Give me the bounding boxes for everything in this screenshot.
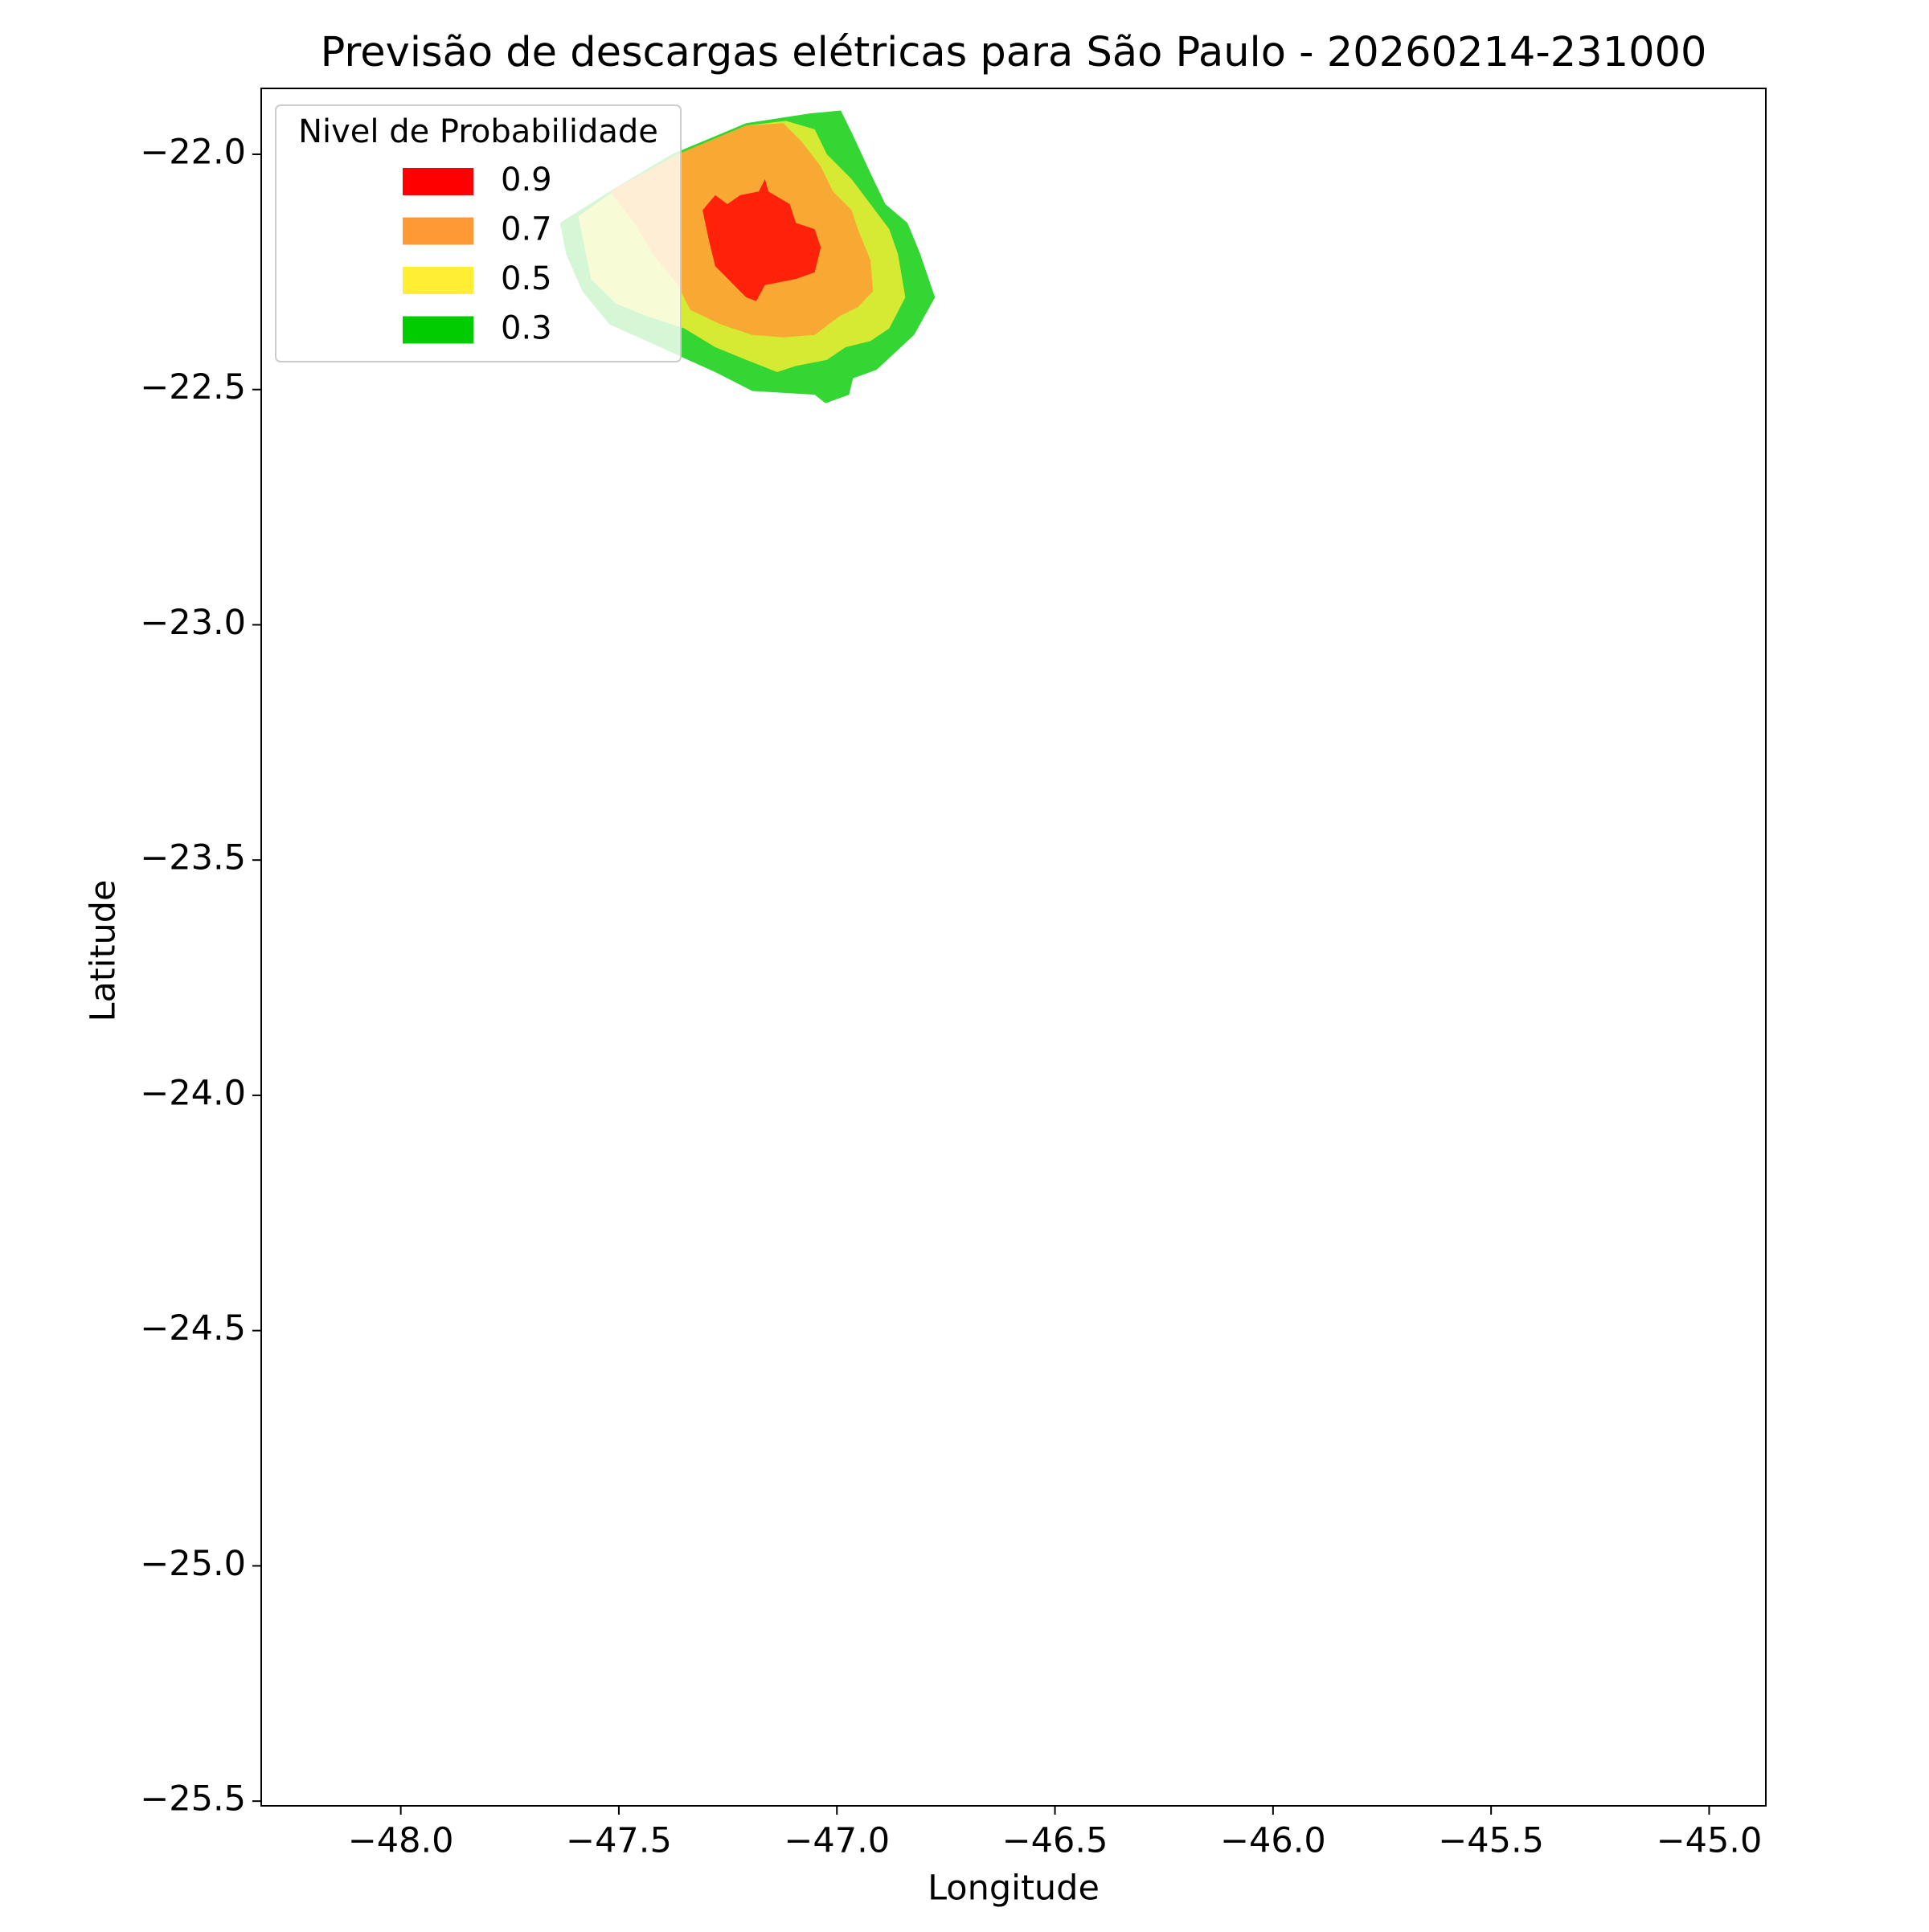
y-tick-label: −25.5 — [140, 1779, 246, 1819]
y-tick-label: −23.5 — [140, 838, 246, 878]
y-tick-label: −22.0 — [140, 132, 246, 172]
x-tick-label: −46.0 — [1220, 1821, 1326, 1861]
legend-patch — [403, 267, 473, 294]
contour-region — [702, 179, 821, 301]
x-tick-label: −45.0 — [1657, 1821, 1763, 1861]
plot-frame — [260, 88, 1767, 1807]
y-axis-label: Latitude — [84, 880, 124, 1022]
x-tick-label: −48.0 — [348, 1821, 454, 1861]
legend-label: 0.5 — [501, 260, 552, 297]
legend-box — [275, 104, 682, 362]
x-tick-label: −47.5 — [566, 1821, 672, 1861]
legend-patch — [403, 217, 473, 245]
legend-patch — [403, 316, 473, 344]
legend: Nivel de Probabilidade 0.9 0.7 0.5 0.3 — [275, 104, 682, 362]
legend-label: 0.9 — [501, 162, 552, 199]
legend-label: 0.3 — [501, 310, 552, 347]
y-tick-label: −25.0 — [140, 1544, 246, 1584]
x-axis-label: Longitude — [928, 1869, 1100, 1909]
legend-title: Nivel de Probabilidade — [298, 113, 658, 150]
x-tick-label: −47.0 — [784, 1821, 890, 1861]
legend-label: 0.7 — [501, 211, 552, 248]
y-tick-label: −24.0 — [140, 1073, 246, 1113]
chart-title: Previsão de descargas elétricas para São… — [321, 29, 1707, 76]
x-tick-label: −46.5 — [1002, 1821, 1108, 1861]
y-tick-label: −24.5 — [140, 1308, 246, 1349]
y-tick-label: −23.0 — [140, 603, 246, 643]
y-tick-label: −22.5 — [140, 367, 246, 407]
legend-patch — [403, 168, 473, 195]
x-tick-label: −45.5 — [1438, 1821, 1544, 1861]
